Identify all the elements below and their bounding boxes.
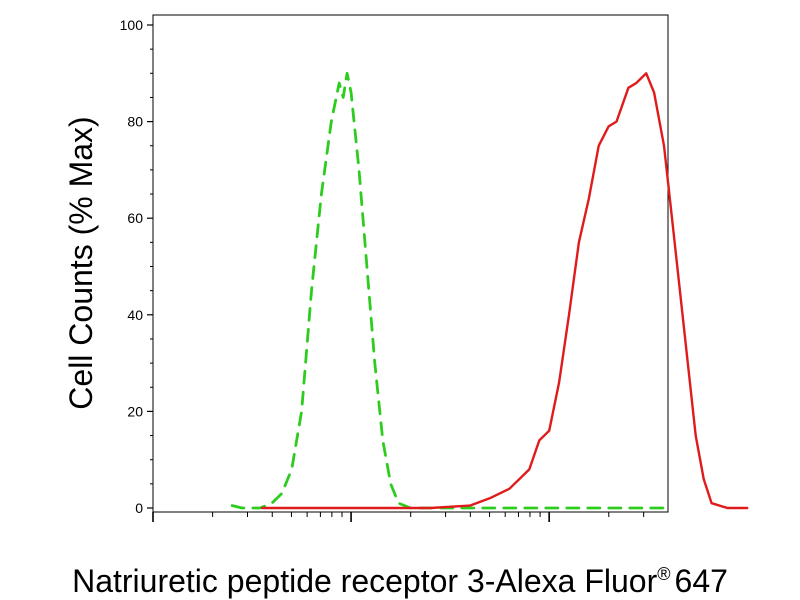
- y-tick-label: 20: [127, 403, 143, 419]
- y-tick-label: 100: [120, 17, 144, 33]
- x-axis-title: Natriuretic peptide receptor 3-Alexa Flu…: [72, 563, 728, 599]
- x-axis-title-suffix: 647: [675, 563, 728, 599]
- plot-area: [152, 14, 669, 513]
- y-tick-label: 0: [135, 500, 143, 516]
- series-layer: [230, 71, 749, 510]
- series-line-1: [260, 72, 749, 510]
- x-axis: [152, 512, 645, 522]
- y-axis: 0 20 40 60 80 100: [120, 17, 153, 516]
- y-tick-label: 40: [127, 307, 143, 323]
- y-axis-title: Cell Counts (% Max): [63, 116, 99, 409]
- x-axis-title-main: Natriuretic peptide receptor 3-Alexa Flu…: [72, 563, 658, 599]
- x-axis-title-superscript: ®: [657, 564, 670, 584]
- y-tick-label: 60: [127, 210, 143, 226]
- y-tick-label: 80: [127, 114, 143, 130]
